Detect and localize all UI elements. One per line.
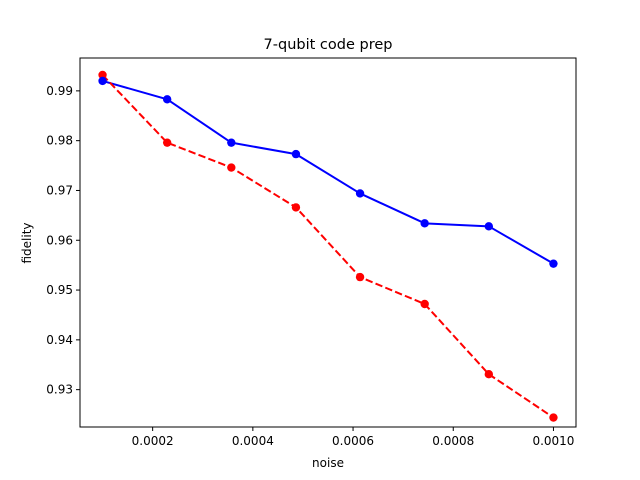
series-1-point bbox=[162, 95, 172, 104]
series-2-point bbox=[98, 70, 107, 80]
series-1-point bbox=[227, 138, 236, 147]
y-tick-label: 0.95 bbox=[46, 283, 73, 297]
x-tick-label: 0.0006 bbox=[332, 434, 374, 448]
series-1-point bbox=[291, 149, 301, 159]
y-tick-label: 0.98 bbox=[46, 134, 73, 148]
y-tick-label: 0.94 bbox=[46, 333, 73, 347]
x-tick-label: 0.0008 bbox=[432, 434, 474, 448]
y-tick-label: 0.99 bbox=[46, 84, 73, 98]
y-axis-label: fidelity bbox=[20, 222, 34, 263]
x-axis-label: noise bbox=[312, 456, 344, 470]
series-1-point bbox=[549, 259, 558, 268]
series-2-point bbox=[291, 203, 301, 212]
series-2-point bbox=[355, 272, 365, 282]
chart-title: 7-qubit code prep bbox=[264, 37, 393, 53]
x-tick-label: 0.0010 bbox=[532, 434, 574, 448]
series-2-point bbox=[162, 138, 172, 147]
series-2-point bbox=[420, 299, 429, 309]
series-1-point bbox=[355, 189, 365, 198]
series-1-point bbox=[484, 222, 494, 231]
y-tick-label: 0.96 bbox=[46, 233, 73, 247]
y-tick-label: 0.97 bbox=[46, 183, 73, 197]
series-2-point bbox=[227, 163, 236, 172]
plot-frame bbox=[79, 57, 577, 428]
series-1-line bbox=[102, 79, 554, 265]
series-1-point bbox=[420, 219, 429, 228]
plot-area: 0.0002 0.0004 0.0006 0.0008 0.0010 0.93 0.94 0.… bbox=[46, 57, 577, 448]
series-1-point bbox=[98, 76, 107, 86]
x-tick-label: 0.0002 bbox=[132, 434, 174, 448]
series-2-point bbox=[549, 413, 558, 422]
series-2-line bbox=[101, 74, 555, 419]
series-2-point bbox=[484, 370, 494, 379]
x-tick-label: 0.0004 bbox=[232, 434, 274, 448]
y-tick-label: 0.93 bbox=[46, 383, 73, 397]
